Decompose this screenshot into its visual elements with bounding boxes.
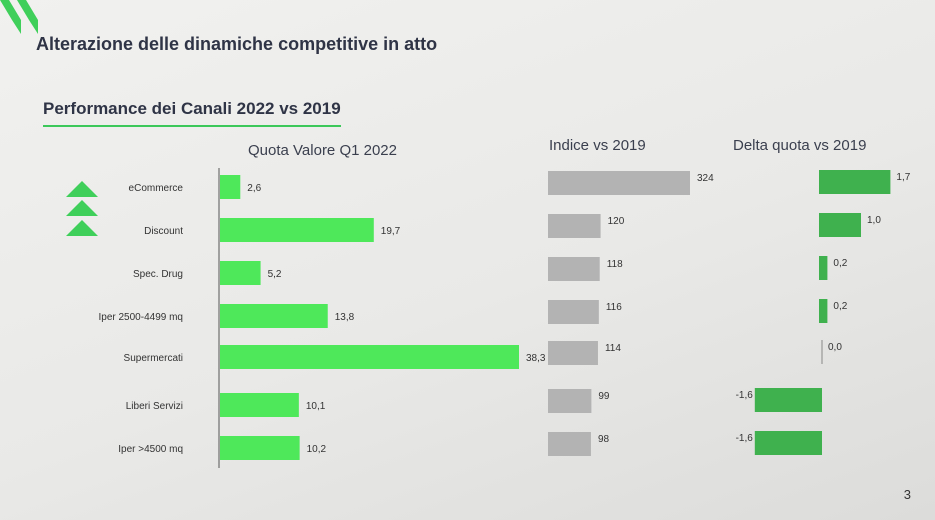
delta-chart-title: Delta quota vs 2019	[733, 137, 867, 154]
indice-chart-title: Indice vs 2019	[549, 137, 646, 154]
indice-bar	[548, 341, 598, 365]
quota-bar	[220, 345, 519, 369]
quota-chart-title: Quota Valore Q1 2022	[248, 142, 397, 159]
indice-bar	[548, 389, 592, 413]
quota-value-label: 10,2	[307, 444, 327, 455]
page-title: Alterazione delle dinamiche competitive …	[36, 34, 438, 54]
delta-value-label: 1,7	[896, 172, 910, 183]
indice-value-label: 114	[605, 343, 621, 354]
indice-bar	[548, 214, 601, 238]
growth-arrows	[66, 181, 98, 236]
quota-value-label: 38,3	[526, 353, 546, 364]
delta-value-label: -1,6	[736, 390, 754, 401]
delta-bar	[819, 299, 828, 323]
delta-value-label: 1,0	[867, 215, 881, 226]
delta-value-label: 0,0	[828, 342, 842, 353]
quota-bar	[220, 393, 299, 417]
indice-value-label: 116	[606, 302, 622, 313]
quota-value-label: 19,7	[381, 226, 401, 237]
category-label: Discount	[144, 226, 183, 237]
up-arrow-icon	[66, 181, 98, 197]
quota-value-label: 13,8	[335, 312, 355, 323]
indice-bar	[548, 432, 591, 456]
page-number: 3	[903, 487, 911, 502]
indice-value-label: 118	[607, 259, 623, 270]
indice-value-label: 98	[598, 434, 610, 445]
quota-value-label: 2,6	[247, 183, 261, 194]
delta-value-label: 0,2	[833, 258, 847, 269]
indice-value-label: 120	[608, 216, 625, 227]
quota-value-label: 5,2	[268, 269, 282, 280]
indice-bar	[548, 257, 600, 281]
delta-bar	[819, 170, 891, 194]
quota-bar	[220, 304, 328, 328]
indice-value-label: 99	[598, 391, 610, 402]
indice-bar	[548, 171, 690, 195]
delta-bar	[754, 431, 822, 455]
quota-bar	[220, 175, 241, 199]
category-label: Iper 2500-4499 mq	[98, 312, 183, 323]
up-arrow-icon	[66, 220, 98, 236]
category-label: Supermercati	[124, 353, 183, 364]
category-label: Spec. Drug	[133, 269, 183, 280]
quota-value-label: 10,1	[306, 401, 326, 412]
delta-value-label: -1,6	[736, 433, 754, 444]
category-label: eCommerce	[129, 183, 184, 194]
quota-bar	[220, 261, 261, 285]
section-subtitle: Performance dei Canali 2022 vs 2019	[43, 99, 341, 127]
delta-value-label: 0,2	[833, 301, 847, 312]
indice-value-label: 324	[697, 173, 714, 184]
indice-bar	[548, 300, 599, 324]
category-label: Iper >4500 mq	[118, 444, 183, 455]
delta-bar	[754, 388, 822, 412]
delta-bar	[819, 256, 828, 280]
quota-bar	[220, 218, 374, 242]
up-arrow-icon	[66, 200, 98, 216]
category-label: Liberi Servizi	[126, 401, 183, 412]
delta-bar	[819, 213, 861, 237]
brand-logo-icon	[0, 0, 38, 34]
quota-bar	[220, 436, 300, 460]
